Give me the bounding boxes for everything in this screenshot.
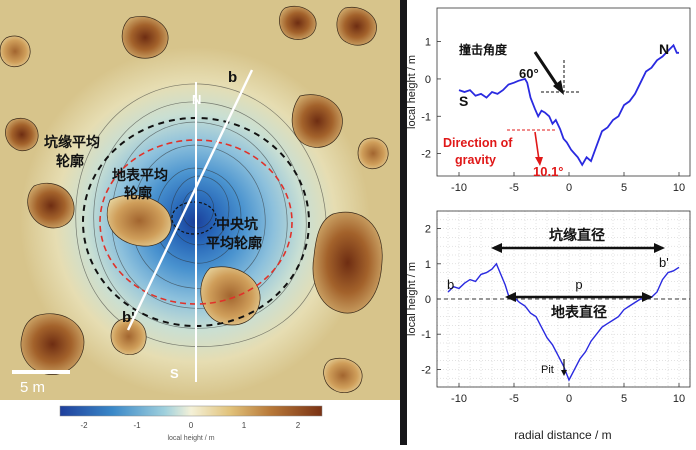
x-tick-label: 0 — [566, 182, 572, 194]
profile-line-series — [458, 43, 679, 167]
rim-average-label-line1: 坑缘平均 — [44, 134, 100, 151]
topographic-map: b b' N S 坑缘平均 轮廓 地表平均 轮廓 中央坑 平均轮廓 5 m -2… — [0, 0, 400, 442]
x-tick-label: 5 — [621, 393, 627, 405]
y-tick-label: 1 — [425, 259, 431, 271]
label-p: p — [575, 277, 582, 292]
rim-diameter-arrow — [491, 243, 665, 253]
n-s-profile-chart: local height / m -10 -5 0 5 10 1 0 -1 -2… — [406, 0, 696, 200]
x-tick-label: 10 — [673, 182, 685, 194]
label-south: S — [459, 93, 468, 109]
y-tick-label: 0 — [425, 294, 431, 306]
gravity-arrow-head — [535, 157, 543, 166]
label-b-prime: b' — [659, 255, 669, 270]
label-north: N — [659, 41, 669, 57]
y-tick-label: -2 — [421, 149, 431, 161]
b-b-prime-profile-line — [126, 69, 254, 331]
x-tick-label: 0 — [566, 393, 572, 405]
surface-average-contour — [99, 139, 293, 305]
x-tick-label: -5 — [509, 393, 519, 405]
n-s-profile-svg: local height / m -10 -5 0 5 10 1 0 -1 -2… — [406, 0, 696, 200]
b-b-prime-profile-chart: local height / m radial distance / m -10… — [406, 203, 696, 445]
colorbar-tick-2: -1 — [133, 421, 141, 430]
colorbar-label: local height / m — [167, 435, 214, 442]
y-axis-label: local height / m — [407, 262, 418, 336]
center-pit-label-line2: 平均轮廓 — [206, 235, 262, 252]
colorbar-tick-5: 2 — [296, 421, 301, 430]
profile-line-series — [447, 262, 680, 382]
map-label-south: S — [170, 366, 179, 381]
colorbar — [59, 405, 323, 417]
center-pit-label-line1: 中央坑 — [216, 216, 258, 233]
surface-average-label-line2: 轮廓 — [124, 185, 152, 202]
colorbar-ticks: -2 -1 0 1 2 — [80, 421, 300, 430]
impact-angle-value: 60° — [519, 66, 539, 81]
x-tick-label: 10 — [673, 393, 685, 405]
axis-ticks — [437, 41, 680, 176]
gravity-angle-value: 10.1° — [533, 164, 564, 179]
y-tick-label: -2 — [421, 364, 431, 376]
rim-average-label-line2: 轮廓 — [56, 153, 84, 170]
surface-diameter-label: 地表直径 — [551, 304, 607, 321]
map-label-b-prime: b' — [122, 309, 135, 326]
scale-bar-label: 5 m — [20, 379, 45, 396]
pit-arrow-head — [561, 370, 567, 376]
label-b: b — [447, 277, 454, 292]
tick-labels: -10 -5 0 5 10 2 1 0 -1 -2 — [421, 224, 685, 405]
gravity-label-line1: Direction of — [443, 136, 513, 150]
rim-diameter-label: 坑缘直径 — [549, 227, 605, 244]
y-tick-label: -1 — [421, 329, 431, 341]
colorbar-tick-1: -2 — [80, 421, 88, 430]
colorbar-tick-3: 0 — [189, 421, 194, 430]
map-label-north: N — [192, 92, 201, 107]
gravity-label-line2: gravity — [455, 153, 496, 167]
y-tick-label: 2 — [425, 224, 431, 236]
y-tick-label: 1 — [425, 37, 431, 49]
terrain-mounds — [0, 5, 389, 393]
impact-direction-arrow — [533, 51, 561, 89]
x-tick-label: -10 — [451, 182, 467, 194]
b-b-prime-profile-svg: local height / m radial distance / m -10… — [406, 203, 696, 445]
impact-angle-label: 撞击角度 — [459, 42, 508, 57]
topographic-map-panel: b b' N S 坑缘平均 轮廓 地表平均 轮廓 中央坑 平均轮廓 5 m -2… — [0, 0, 400, 442]
center-pit-contour — [171, 201, 217, 235]
y-tick-label: -1 — [421, 111, 431, 123]
colorbar-tick-4: 1 — [242, 421, 247, 430]
map-label-b: b — [228, 69, 237, 86]
label-pit: Pit — [541, 364, 554, 376]
x-tick-label: -10 — [451, 393, 467, 405]
y-axis-label: local height / m — [407, 55, 418, 129]
surface-average-label-line1: 地表平均 — [112, 167, 168, 184]
x-tick-label: -5 — [509, 182, 519, 194]
impact-arrow-head — [553, 80, 564, 95]
surface-diameter-arrow — [505, 292, 653, 302]
tick-labels: -10 -5 0 5 10 1 0 -1 -2 — [421, 37, 685, 194]
y-tick-label: 0 — [425, 74, 431, 86]
x-tick-label: 5 — [621, 182, 627, 194]
panel-divider — [400, 0, 407, 445]
x-axis-label: radial distance / m — [514, 428, 611, 442]
gravity-arrow — [534, 131, 540, 161]
